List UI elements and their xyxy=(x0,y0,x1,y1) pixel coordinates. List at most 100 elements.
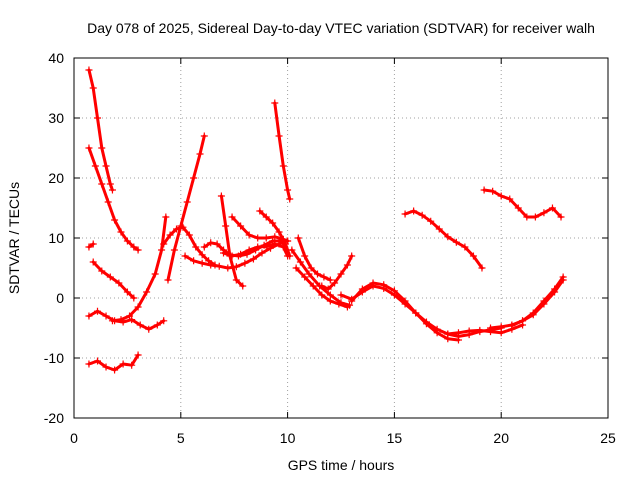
data-point-plus xyxy=(296,258,304,266)
data-point-plus xyxy=(153,321,161,329)
data-point-plus xyxy=(348,297,356,305)
data-point-plus xyxy=(143,288,151,296)
data-point-plus xyxy=(130,243,138,251)
x-tick-label: 15 xyxy=(387,430,403,446)
data-point-plus xyxy=(343,303,351,311)
data-point-plus xyxy=(309,282,317,290)
data-point-plus xyxy=(540,300,548,308)
data-point-plus xyxy=(271,99,279,107)
data-point-plus xyxy=(444,330,452,338)
data-point-plus xyxy=(337,270,345,278)
data-point-plus xyxy=(331,279,339,287)
data-point-plus xyxy=(427,217,435,225)
data-point-plus xyxy=(279,162,287,170)
data-point-plus xyxy=(85,66,93,74)
series-s4 xyxy=(89,258,138,302)
data-point-plus xyxy=(222,222,230,230)
data-point-plus xyxy=(326,291,334,299)
data-point-plus xyxy=(85,144,93,152)
data-point-plus xyxy=(145,325,153,333)
data-point-plus xyxy=(136,321,144,329)
data-point-plus xyxy=(85,243,93,251)
data-point-plus xyxy=(89,240,97,248)
series-s7 xyxy=(108,213,170,325)
data-point-plus xyxy=(256,207,264,215)
data-point-plus xyxy=(318,282,326,290)
series-line xyxy=(510,278,565,328)
data-point-plus xyxy=(294,234,302,242)
data-point-plus xyxy=(508,322,516,330)
data-point-plus xyxy=(102,312,110,320)
series-s23 xyxy=(444,321,527,338)
data-point-plus xyxy=(126,312,134,320)
data-point-plus xyxy=(164,276,172,284)
data-point-plus xyxy=(106,180,114,188)
data-point-plus xyxy=(307,264,315,272)
data-point-plus xyxy=(469,252,477,260)
data-point-plus xyxy=(497,323,505,331)
data-point-plus xyxy=(418,211,426,219)
series-s17 xyxy=(294,234,334,284)
series-s1 xyxy=(85,66,116,194)
data-point-plus xyxy=(198,251,206,259)
data-point-plus xyxy=(271,233,279,241)
data-point-plus xyxy=(108,317,116,325)
y-tick-label: 10 xyxy=(48,230,64,246)
data-point-plus xyxy=(160,317,168,325)
data-point-plus xyxy=(192,243,200,251)
data-point-plus xyxy=(170,246,178,254)
data-point-plus xyxy=(228,213,236,221)
data-point-plus xyxy=(380,281,388,289)
data-point-plus xyxy=(181,252,189,260)
data-point-plus xyxy=(454,329,462,337)
series-s27 xyxy=(480,186,565,221)
x-axis-label: GPS time / hours xyxy=(288,457,395,473)
data-point-plus xyxy=(173,225,181,233)
data-point-plus xyxy=(224,264,232,272)
data-point-plus xyxy=(123,237,131,245)
y-tick-label: 20 xyxy=(48,170,64,186)
data-point-plus xyxy=(465,327,473,335)
data-point-plus xyxy=(435,225,443,233)
data-point-plus xyxy=(196,150,204,158)
x-tick-label: 5 xyxy=(177,430,185,446)
series-s26 xyxy=(401,207,486,272)
data-point-plus xyxy=(262,242,270,250)
data-point-plus xyxy=(531,213,539,221)
data-point-plus xyxy=(401,210,409,218)
data-point-plus xyxy=(158,246,166,254)
data-point-plus xyxy=(314,270,322,278)
data-point-plus xyxy=(245,231,253,239)
data-point-plus xyxy=(262,213,270,221)
data-point-plus xyxy=(551,288,559,296)
data-point-plus xyxy=(185,231,193,239)
data-point-plus xyxy=(559,276,567,284)
data-point-plus xyxy=(249,255,257,263)
y-tick-label: -10 xyxy=(44,350,64,366)
series-s6 xyxy=(85,351,142,374)
data-point-plus xyxy=(106,273,114,281)
data-point-plus xyxy=(262,234,270,242)
data-point-plus xyxy=(115,279,123,287)
data-point-plus xyxy=(119,360,127,368)
data-point-plus xyxy=(190,174,198,182)
data-point-plus xyxy=(102,363,110,371)
data-point-plus xyxy=(410,207,418,215)
data-point-plus xyxy=(254,243,262,251)
y-tick-label: 30 xyxy=(48,110,64,126)
data-point-plus xyxy=(198,259,206,267)
series-s3 xyxy=(85,240,97,251)
data-point-plus xyxy=(111,216,119,224)
data-point-plus xyxy=(301,252,309,260)
data-point-plus xyxy=(557,213,565,221)
data-point-plus xyxy=(286,252,294,260)
axis-ticks: 0 5 10 15 20 25 -20 -10 0 10 20 30 40 xyxy=(44,50,616,446)
data-point-plus xyxy=(102,162,110,170)
data-point-plus xyxy=(275,132,283,140)
series-s9 xyxy=(160,223,219,269)
series-s15 xyxy=(256,207,294,260)
data-point-plus xyxy=(519,317,527,325)
data-point-plus xyxy=(134,246,142,254)
series-line xyxy=(403,209,484,270)
